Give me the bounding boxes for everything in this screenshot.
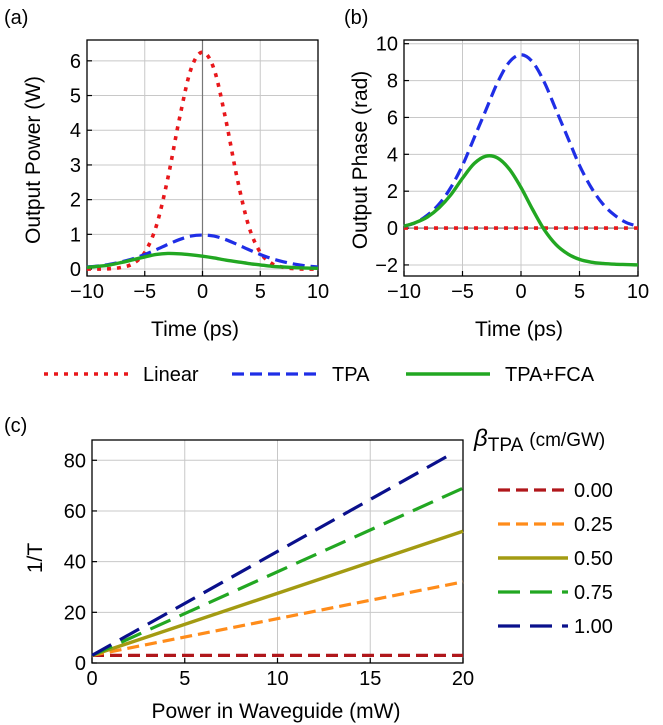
- x-axis-label-c: Power in Waveguide (mW): [152, 700, 401, 723]
- x-tick-label: 15: [359, 668, 381, 690]
- panel-label-b: (b): [344, 7, 368, 29]
- x-axis-label-a: Time (ps): [151, 318, 239, 341]
- y-tick-label: 5: [70, 86, 81, 108]
- x-axis-label-b: Time (ps): [475, 318, 563, 341]
- x-tick-label: 0: [86, 668, 97, 690]
- x-tick-label: −10: [387, 281, 421, 303]
- y-tick-label: 2: [70, 190, 81, 212]
- legend-label: TPA: [332, 364, 370, 386]
- x-tick-label: 5: [179, 668, 190, 690]
- x-tick-label: −10: [70, 281, 104, 303]
- y-tick-label: 1: [70, 224, 81, 246]
- legend-label: 1.00: [574, 616, 613, 638]
- y-axis-label-c: 1/T: [24, 543, 47, 574]
- y-axis-label-a: Output Power (W): [22, 76, 45, 244]
- legend-top: Linear TPA TPA+FCA: [44, 364, 595, 386]
- y-tick-label: 4: [70, 120, 81, 142]
- panel-label-a: (a): [4, 7, 28, 29]
- chart-c: (c) Power in Waveguide (mW) 1/T βTPA (cm/…: [4, 415, 613, 723]
- legend-label: 0.00: [574, 480, 613, 502]
- chart-b: (b) Time (ps) Output Phase (rad) −10 −5 0 5…: [344, 7, 649, 341]
- y-tick-label: 8: [387, 71, 398, 93]
- legend-label: TPA+FCA: [505, 364, 595, 386]
- y-tick-label: 6: [70, 51, 81, 73]
- y-tick-label: 6: [387, 107, 398, 129]
- y-tick-label: 4: [387, 144, 398, 166]
- x-tick-label: −5: [451, 281, 474, 303]
- x-tick-label: 10: [627, 281, 649, 303]
- legend-label: Linear: [143, 364, 199, 386]
- legend-label: 0.25: [574, 514, 613, 536]
- y-tick-label: 0: [75, 653, 86, 675]
- x-tick-label: 20: [452, 668, 474, 690]
- x-tick-label: 5: [255, 281, 266, 303]
- panel-label-c: (c): [4, 415, 27, 437]
- y-tick-label: 0: [70, 259, 81, 281]
- x-tick-label: 10: [307, 281, 329, 303]
- x-tick-label: 0: [515, 281, 526, 303]
- y-tick-label: 0: [387, 218, 398, 240]
- legend-title-c: βTPA (cm/GW): [473, 425, 605, 456]
- y-tick-label: 20: [64, 602, 86, 624]
- x-tick-label: 10: [266, 668, 288, 690]
- y-tick-label: 2: [387, 181, 398, 203]
- x-tick-label: −5: [133, 281, 156, 303]
- y-tick-label: 80: [64, 450, 86, 472]
- legend-label: 0.50: [574, 548, 613, 570]
- y-axis-label-b: Output Phase (rad): [349, 71, 372, 250]
- y-tick-label: −2: [375, 255, 398, 277]
- y-tick-label: 40: [64, 552, 86, 574]
- y-tick-label: 10: [376, 34, 398, 56]
- legend-label: 0.75: [574, 582, 613, 604]
- y-tick-label: 3: [70, 155, 81, 177]
- y-tick-label: 60: [64, 501, 86, 523]
- x-tick-label: 0: [197, 281, 208, 303]
- legend-c: βTPA (cm/GW) 0.00 0.25 0.50 0.75 1.00: [473, 425, 613, 638]
- chart-a: (a) Time (ps) Output Power (W) −10 −5 0 5 10…: [4, 7, 329, 341]
- x-tick-label: 5: [574, 281, 585, 303]
